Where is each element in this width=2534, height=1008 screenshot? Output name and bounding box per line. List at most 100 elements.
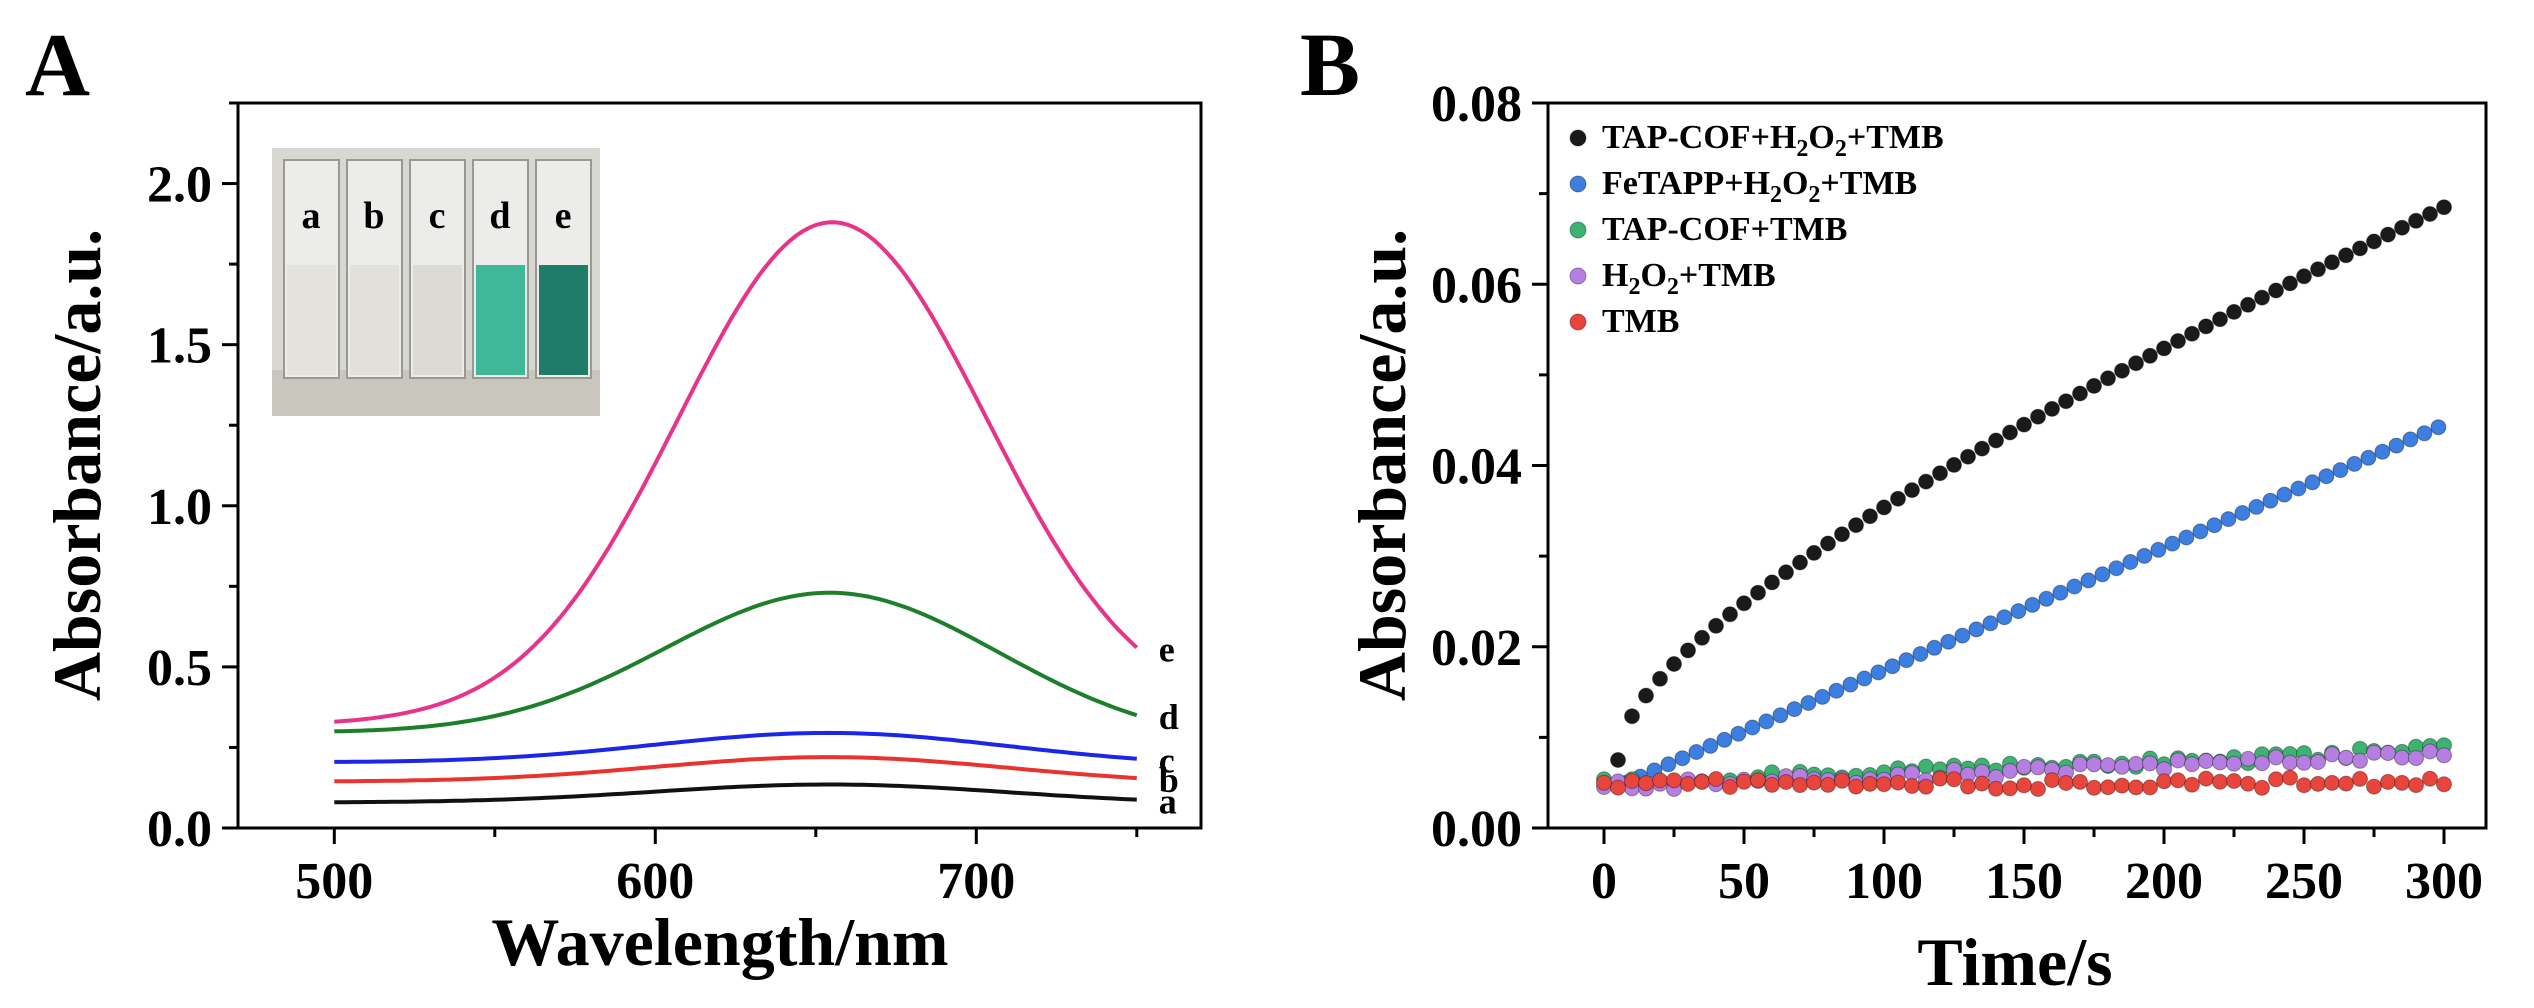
panel-a-label: A [25, 16, 90, 115]
panel-a-y-tick-label: 0.0 [147, 801, 212, 858]
panel-b-point-TMB [2380, 773, 2396, 790]
panel-b-point-TMB [2002, 780, 2018, 797]
panel-b-point-TAP-COF+H2O2+TMB [1946, 456, 1962, 473]
panel-b-point-FeTAPP+H2O2+TMB [2178, 529, 2195, 546]
panel-b-point-TAP-COF+H2O2+TMB [2016, 416, 2032, 433]
panel-b-point-TMB [1610, 779, 1626, 796]
panel-b-point-FeTAPP+H2O2+TMB [1828, 682, 1845, 699]
panel-b-x-tick-label: 200 [2125, 853, 2203, 910]
panel-b-point-TAP-COF+H2O2+TMB [1680, 642, 1696, 659]
panel-b-legend-entry: TMB [1602, 303, 1679, 340]
panel-b-point-TMB [1890, 774, 1906, 791]
panel-b-point-TMB [2058, 775, 2074, 791]
panel-b-point-TMB [2212, 773, 2228, 790]
panel-b-point-TAP-COF+H2O2+TMB [2282, 275, 2298, 292]
panel-b-point-H2O2+TMB [2352, 752, 2368, 769]
panel-b-point-TAP-COF+H2O2+TMB [1610, 752, 1626, 768]
panel-b-point-TAP-COF+H2O2+TMB [2310, 261, 2326, 278]
panel-b-point-TAP-COF+H2O2+TMB [1862, 508, 1878, 525]
panel-b-point-TAP-COF+H2O2+TMB [1750, 584, 1766, 601]
panel-b-point-TAP-COF+H2O2+TMB [2114, 362, 2130, 379]
panel-b-point-TMB [1722, 779, 1738, 795]
vial-label-a: a [302, 195, 321, 237]
legend-subscript: 2 [1835, 136, 1847, 162]
panel-b-point-TMB [1904, 778, 1920, 794]
panel-b-point-TAP-COF+H2O2+TMB [2436, 199, 2452, 216]
panel-b-point-FeTAPP+H2O2+TMB [2346, 455, 2363, 472]
panel-b-point-TAP-COF+H2O2+TMB [2086, 377, 2102, 394]
panel-b-point-FeTAPP+H2O2+TMB [1884, 658, 1901, 675]
panel-b-point-TMB [1764, 776, 1780, 793]
panel-b-point-H2O2+TMB [2030, 759, 2046, 776]
panel-a-curve-b [334, 755, 1137, 784]
panel-b-point-TAP-COF+H2O2+TMB [2044, 400, 2060, 417]
panel-b-legend-entry: H2O2+TMB [1602, 257, 1776, 300]
panel-b-point-FeTAPP+H2O2+TMB [1716, 731, 1733, 748]
panel-b-point-TMB [1750, 772, 1766, 789]
panel-b-point-FeTAPP+H2O2+TMB [1800, 695, 1817, 711]
panel-b-point-TMB [2114, 777, 2130, 794]
panel-b-y-tick-label: 0.00 [1431, 801, 1522, 858]
vial-label-b: b [363, 195, 384, 237]
panel-b-point-TMB [1834, 772, 1850, 789]
panel-b-point-FeTAPP+H2O2+TMB [2080, 572, 2097, 589]
panel-b-point-TAP-COF+H2O2+TMB [2142, 347, 2158, 364]
panel-b-point-FeTAPP+H2O2+TMB [2108, 560, 2125, 577]
legend-text-part: TAP-COF+H [1602, 119, 1796, 156]
panel-b-x-tick-label: 0 [1591, 853, 1617, 910]
panel-b-x-tick-label: 100 [1845, 853, 1923, 910]
panel-a-plot-frame [236, 101, 1203, 830]
panel-b-point-H2O2+TMB [2170, 752, 2186, 769]
panel-b-point-TAP-COF+H2O2+TMB [2240, 296, 2256, 313]
panel-b-point-TMB [1988, 780, 2004, 797]
panel-b-point-TAP-COF+H2O2+TMB [2394, 219, 2410, 236]
panel-b-point-TAP-COF+H2O2+TMB [1974, 440, 1990, 457]
panel-b-label: B [1300, 16, 1360, 115]
legend-subscript: 2 [1796, 136, 1808, 162]
panel-b-point-FeTAPP+H2O2+TMB [2136, 547, 2153, 564]
panel-b-point-TMB [1736, 773, 1752, 790]
panel-b-x-axis-title: Time/s [1917, 924, 2112, 1000]
panel-b-point-TAP-COF+H2O2+TMB [2128, 355, 2144, 372]
panel-a-curve-d [334, 590, 1138, 734]
panel-b-x-tick-label: 300 [2405, 853, 2483, 910]
panel-a-curve-e [334, 220, 1139, 724]
panel-b-point-FeTAPP+H2O2+TMB [1842, 676, 1859, 693]
panel-b-point-H2O2+TMB [2100, 757, 2116, 774]
panel-b-point-H2O2+TMB [2366, 744, 2382, 761]
panel-b-point-TMB [2170, 772, 2186, 789]
panel-b-point-TAP-COF+H2O2+TMB [1736, 595, 1752, 612]
legend-text-part: +TMB [1820, 165, 1917, 202]
panel-b-point-FeTAPP+H2O2+TMB [1786, 701, 1803, 718]
panel-b-legend-entry: FeTAPP+H2O2+TMB [1602, 165, 1917, 208]
panel-b-point-TAP-COF+TMB [1918, 758, 1934, 775]
panel-b-point-FeTAPP+H2O2+TMB [1814, 688, 1831, 705]
panel-b-point-TMB [1974, 775, 1990, 792]
panel-b-point-TMB [1918, 778, 1934, 795]
panel-b-point-FeTAPP+H2O2+TMB [1674, 750, 1691, 767]
panel-b-point-FeTAPP+H2O2+TMB [2066, 578, 2083, 595]
panel-b-point-FeTAPP+H2O2+TMB [2262, 492, 2279, 509]
panel-b-point-FeTAPP+H2O2+TMB [1702, 737, 1719, 754]
panel-b-point-TAP-COF+H2O2+TMB [2100, 370, 2116, 387]
panel-b-point-TAP-COF+H2O2+TMB [2352, 240, 2368, 257]
panel-b-point-TMB [2226, 773, 2242, 789]
panel-b-point-FeTAPP+H2O2+TMB [1996, 609, 2013, 626]
panel-b-point-FeTAPP+H2O2+TMB [1758, 713, 1775, 730]
panel-b-point-TMB [1778, 774, 1794, 790]
legend-subscript: 2 [1667, 274, 1679, 300]
panel-b-point-FeTAPP+H2O2+TMB [2430, 419, 2447, 436]
panel-b-point-H2O2+TMB [2436, 747, 2452, 764]
panel-a-y-axis-title: Absorbance/a.u. [39, 229, 115, 701]
panel-a-curve-label-b: b [1159, 760, 1179, 800]
panel-a-x-axis-title: Wavelength/nm [491, 904, 948, 980]
panel-b-point-H2O2+TMB [2380, 745, 2396, 761]
panel-b-point-TMB [2394, 774, 2410, 791]
panel-b-point-FeTAPP+H2O2+TMB [1856, 670, 1873, 687]
panel-b-point-FeTAPP+H2O2+TMB [2318, 468, 2335, 485]
panel-a-y-tick-label: 1.0 [147, 479, 212, 536]
panel-b-point-FeTAPP+H2O2+TMB [2010, 603, 2027, 620]
panel-b-point-TAP-COF+H2O2+TMB [1820, 535, 1836, 552]
panel-b-x-tick-label: 50 [1718, 853, 1770, 910]
